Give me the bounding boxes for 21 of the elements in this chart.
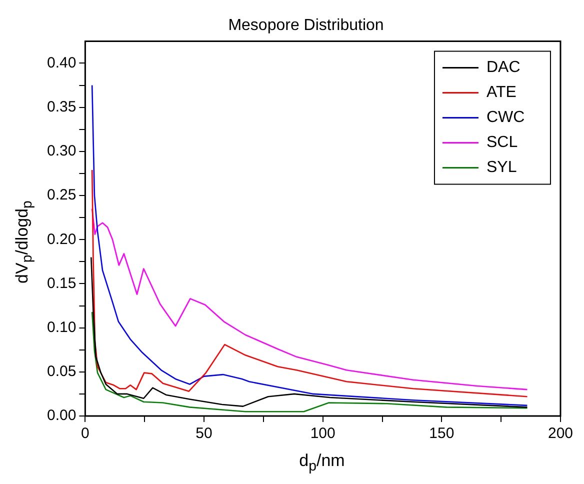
x-tick-label: 100 (310, 425, 336, 442)
y-tick-label: 0.15 (46, 274, 76, 292)
chart-title: Mesopore Distribution (228, 17, 384, 34)
x-tick-label: 0 (81, 425, 90, 442)
legend-label: SCL (486, 134, 518, 152)
legend-label: CWC (486, 109, 525, 126)
x-tick-label: 150 (429, 425, 454, 442)
x-axis-title: d$_{p}$/nm (298, 450, 346, 474)
legend-label: SYL (486, 159, 517, 176)
y-tick-label: 0.40 (46, 54, 76, 72)
y-tick-label: 0.30 (46, 142, 76, 160)
y-tick-label: 0.00 (46, 407, 76, 424)
y-tick-label: 0.20 (46, 230, 76, 248)
x-tick-label: 50 (196, 425, 212, 442)
y-tick-label: 0.05 (46, 363, 76, 380)
y-tick-label: 0.35 (46, 98, 76, 116)
legend-label: DAC (486, 59, 520, 76)
legend-label: ATE (486, 84, 516, 102)
y-tick-label: 0.10 (46, 318, 76, 336)
x-tick-label: 200 (548, 425, 573, 442)
y-tick-label: 0.25 (46, 186, 76, 204)
